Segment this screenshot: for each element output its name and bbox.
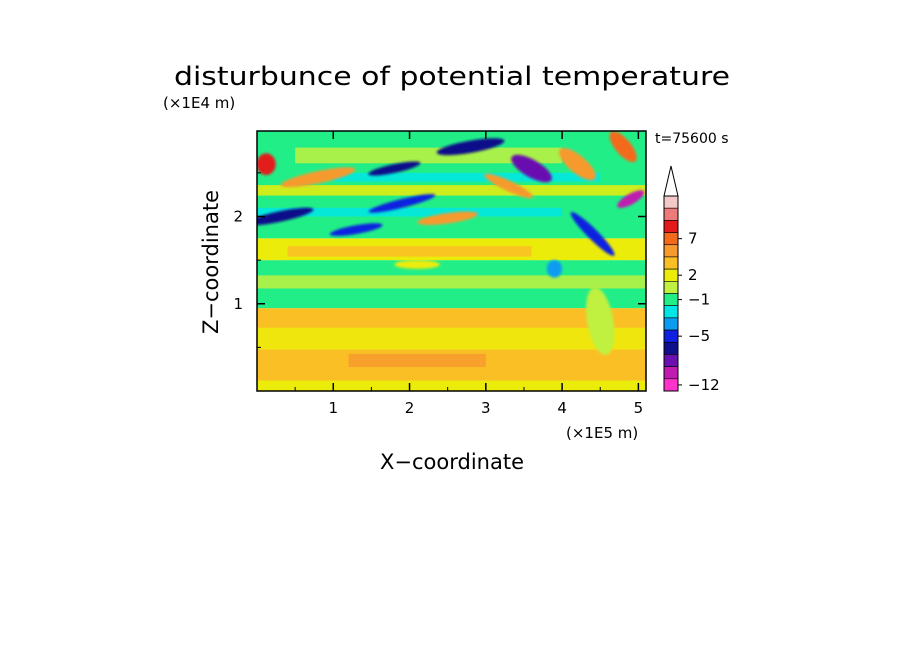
field-band-2 <box>257 275 646 289</box>
x-tick-label: 2 <box>405 399 415 417</box>
y-axis: 12 <box>233 172 646 348</box>
colorbar-segment <box>663 341 679 355</box>
x-tick-label: 4 <box>557 399 567 417</box>
field-feature-6 <box>280 167 356 188</box>
field-band-6 <box>257 207 563 217</box>
colorbar: 7 2 −1 −5 −12 <box>663 165 720 394</box>
colorbar-segment <box>663 329 679 343</box>
field-layer-0 <box>257 380 646 391</box>
field-feature-15 <box>586 287 615 356</box>
y-tick-label: 1 <box>233 295 243 313</box>
field-feature-5 <box>511 154 552 183</box>
field-feature-1 <box>329 223 383 236</box>
heatmap-field <box>257 131 646 391</box>
field-feature-4 <box>436 138 505 156</box>
colorbar-tick-label: 2 <box>688 266 698 284</box>
field-feature-10 <box>609 131 637 163</box>
colorbar-tick-label: 7 <box>688 230 698 248</box>
field-feature-16 <box>394 260 441 269</box>
colorbar-segment <box>663 317 679 331</box>
field-feature-3 <box>368 161 421 176</box>
y-tick-label: 2 <box>233 208 243 226</box>
field-feature-11 <box>617 190 645 208</box>
plot-frame <box>256 130 647 392</box>
field-feature-9 <box>558 147 596 181</box>
field-band-3 <box>287 246 532 257</box>
x-tick-label: 1 <box>329 399 339 417</box>
x-axis-label: X−coordinate <box>380 450 524 474</box>
colorbar-segment <box>663 354 679 367</box>
colorbar-segment <box>663 305 679 319</box>
colorbar-tick-label: −1 <box>688 291 710 309</box>
y-axis-label: Z−coordinate <box>199 190 223 334</box>
colorbar-tick-label: −12 <box>688 376 720 394</box>
colorbar-segment <box>663 378 679 392</box>
field-feature-14 <box>546 260 563 278</box>
colorbar-frame <box>663 195 679 392</box>
colorbar-segment <box>663 195 679 209</box>
field-band-7 <box>333 172 601 182</box>
x-axis: 1 2 3 4 5 <box>294 131 644 417</box>
colorbar-segment <box>663 207 679 221</box>
field-feature-0 <box>257 207 314 226</box>
x-tick-label: 3 <box>481 399 491 417</box>
time-label: t=75600 s <box>655 131 729 147</box>
colorbar-segment <box>663 244 679 258</box>
colorbar-segment <box>663 268 679 282</box>
chart-title: disturbunce of potential temperature <box>174 62 730 92</box>
field-feature-12 <box>257 153 276 176</box>
field-band-1 <box>348 353 486 368</box>
field-feature-8 <box>484 173 534 199</box>
colorbar-segment <box>663 220 679 233</box>
field-feature-2 <box>368 194 436 213</box>
colorbar-extend-arrow <box>663 165 679 197</box>
colorbar-segment <box>663 256 679 270</box>
colorbar-segment <box>663 366 679 380</box>
colorbar-tick-label: −5 <box>688 327 710 345</box>
colorbar-segment <box>663 293 679 306</box>
x-unit-label: (×1E5 m) <box>566 424 638 442</box>
x-tick-label: 5 <box>634 399 644 417</box>
field-feature-7 <box>417 211 478 225</box>
colorbar-segment <box>663 232 679 246</box>
field-band-0 <box>257 327 646 350</box>
colorbar-segment <box>663 281 679 294</box>
field-band-5 <box>295 147 563 164</box>
y-unit-label: (×1E4 m) <box>163 94 235 112</box>
field-feature-13 <box>570 212 615 256</box>
field-band-4 <box>257 185 646 196</box>
